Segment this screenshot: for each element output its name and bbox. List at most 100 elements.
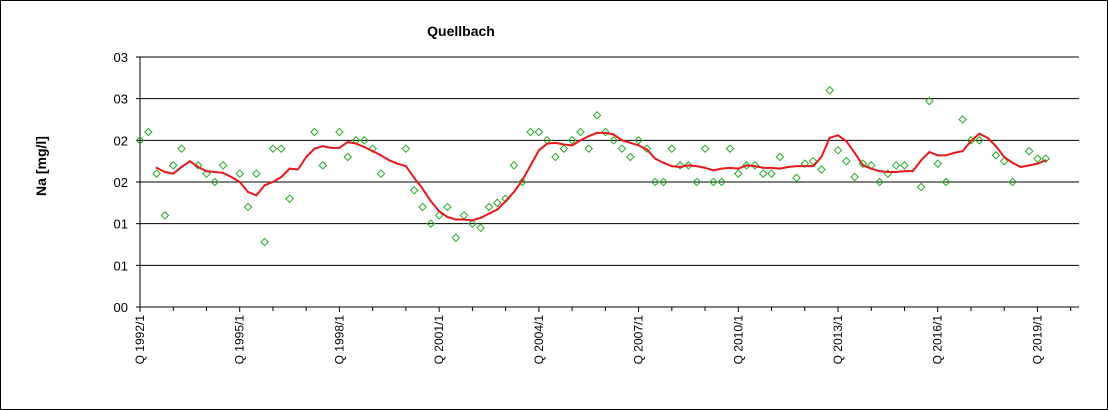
trend-line-segment (247, 191, 258, 197)
trend-line-segment (371, 150, 382, 157)
trend-line-segment (787, 165, 798, 168)
trend-line-segment (213, 171, 225, 174)
data-point (700, 144, 710, 153)
x-tick-label: Q 2001/1 (432, 315, 446, 365)
trend-line-segment (346, 141, 358, 145)
trend-line-segment (928, 151, 939, 157)
measured-points (135, 86, 1051, 247)
trend-line-segment (687, 164, 698, 168)
data-point (800, 159, 810, 168)
x-tick-label: Q 2019/1 (1030, 315, 1044, 365)
x-tick-label: Q 2016/1 (931, 315, 945, 365)
trend-line-segment (704, 166, 715, 172)
data-point (202, 169, 211, 178)
trend-line-segment (753, 165, 765, 169)
data-point (941, 177, 951, 187)
trend-line-segment (413, 176, 424, 190)
trend-line-segment (504, 191, 515, 203)
trend-line-segment (720, 166, 731, 170)
data-point (625, 152, 635, 162)
trend-line-segment (870, 167, 881, 173)
trend-line-segment (978, 132, 989, 139)
trend-line-segment (338, 141, 349, 149)
trend-line-segment (812, 156, 823, 168)
x-tick-label: Q 2013/1 (831, 315, 845, 365)
x-tick-label: Q 1992/1 (133, 315, 147, 365)
data-point (733, 169, 743, 178)
trend-line-segment (953, 150, 964, 154)
data-point (235, 169, 245, 178)
trend-line-segment (429, 200, 441, 213)
data-point (276, 144, 286, 153)
data-point (567, 136, 577, 145)
trend-line-segment (421, 187, 432, 203)
y-tick-label: 00 (114, 300, 128, 315)
trend-line-segment (305, 147, 316, 158)
data-point (401, 144, 411, 153)
data-point (260, 237, 269, 247)
trend-line-segment (828, 134, 840, 139)
data-point (152, 169, 161, 178)
data-point (426, 219, 436, 228)
trend-line-segment (396, 162, 407, 168)
data-point (825, 86, 835, 95)
data-point (617, 144, 627, 153)
y-tick-label: 01 (114, 217, 128, 232)
trend-line-segment (969, 132, 981, 143)
trend-line-segment (579, 135, 590, 142)
data-point (559, 144, 569, 153)
data-point (725, 144, 735, 153)
trend-line-segment (612, 133, 623, 142)
trend-line-segment (820, 136, 831, 158)
trend-line-segment (728, 166, 740, 170)
trend-line-segment (363, 146, 374, 153)
data-point (900, 161, 909, 170)
trend-line-segment (695, 165, 707, 169)
trend-line-segment (945, 151, 956, 157)
data-point (551, 152, 560, 162)
data-point (168, 161, 178, 170)
y-axis-title: Na [mg/l] (33, 136, 49, 196)
data-point (443, 202, 452, 212)
trend-line-segment (861, 164, 873, 170)
trend-line-segment (496, 200, 507, 211)
data-point (509, 161, 519, 170)
data-point (667, 144, 677, 153)
gridlines (140, 56, 1079, 266)
trend-line-segment (521, 164, 532, 182)
trend-line-segment (737, 164, 748, 170)
data-point (775, 152, 785, 162)
trend-line-segment (837, 134, 848, 143)
trend-line-segment (1019, 164, 1031, 168)
data-point (592, 111, 602, 120)
trend-line-segment (920, 151, 931, 162)
data-point (144, 127, 153, 137)
trend-line-segment (355, 142, 366, 148)
data-point (833, 146, 843, 155)
data-point (817, 165, 826, 174)
trend-line-segment (446, 216, 457, 221)
data-point (634, 136, 643, 145)
data-point (650, 177, 660, 187)
trend-line-segment (255, 184, 266, 197)
axes (136, 56, 1079, 312)
trend-line-segment (662, 161, 673, 168)
data-point (376, 169, 386, 178)
trend-line-segment (645, 148, 657, 160)
trend-line-segment (878, 170, 889, 173)
y-tick-label: 03 (114, 92, 128, 107)
trend-line-segment (488, 208, 499, 215)
data-point (758, 169, 768, 178)
data-point (1033, 154, 1042, 163)
data-point (991, 151, 1001, 160)
trend-line-segment (986, 136, 997, 148)
trend-line-segment (637, 144, 648, 151)
y-tick-label: 02 (114, 175, 128, 190)
trend-line-segment (778, 166, 790, 170)
trend-line-segment (679, 164, 690, 168)
y-tick-label: 01 (114, 258, 128, 273)
trend-line-segment (1028, 162, 1039, 167)
y-tick-label: 03 (114, 50, 128, 65)
